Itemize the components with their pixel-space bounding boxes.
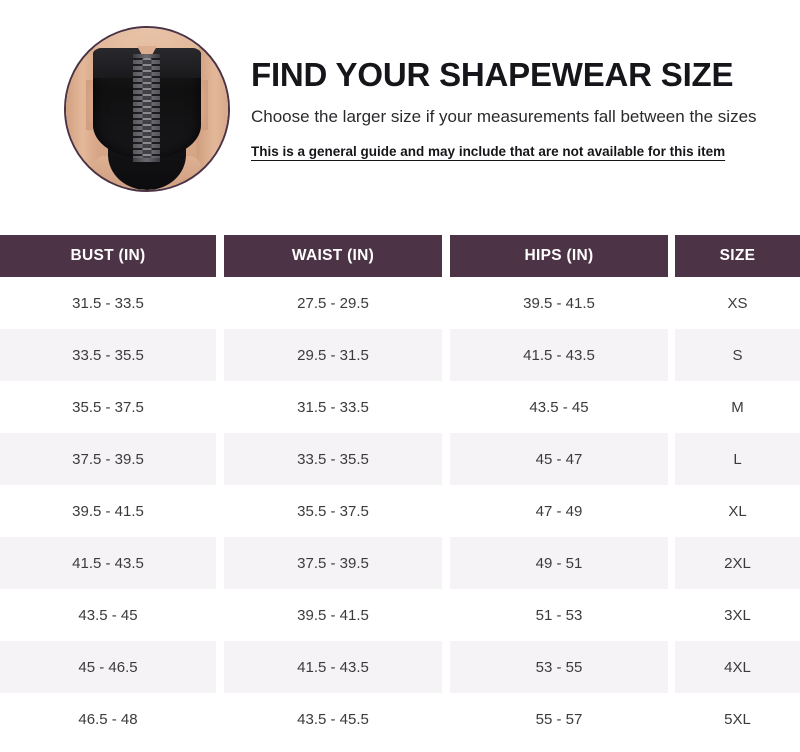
cell-hips: 51 - 53	[450, 589, 668, 641]
table-row[interactable]: 43.5 - 45 39.5 - 41.5 51 - 53 3XL	[0, 589, 800, 641]
cell-bust: 33.5 - 35.5	[0, 329, 216, 381]
hook-and-eye-closure-panel	[133, 54, 160, 162]
size-table: BUST (IN) WAIST (IN) HIPS (IN) SIZE 31.5…	[0, 235, 800, 745]
cell-waist: 35.5 - 37.5	[224, 485, 442, 537]
cell-hips: 39.5 - 41.5	[450, 277, 668, 329]
cell-hips: 43.5 - 45	[450, 381, 668, 433]
chart-header-section: FIND YOUR SHAPEWEAR SIZE Choose the larg…	[0, 0, 800, 228]
waist-trainer-shapewear-photo	[66, 28, 228, 190]
cell-size: XL	[675, 485, 800, 537]
cell-size: L	[675, 433, 800, 485]
cell-hips: 55 - 57	[450, 693, 668, 745]
cell-bust: 41.5 - 43.5	[0, 537, 216, 589]
column-header-bust: BUST (IN)	[0, 235, 216, 277]
cell-bust: 46.5 - 48	[0, 693, 216, 745]
cell-size: S	[675, 329, 800, 381]
general-guide-disclaimer: This is a general guide and may include …	[251, 143, 726, 159]
header-text-block: FIND YOUR SHAPEWEAR SIZE Choose the larg…	[251, 56, 771, 159]
table-row[interactable]: 41.5 - 43.5 37.5 - 39.5 49 - 51 2XL	[0, 537, 800, 589]
cell-size: 4XL	[675, 641, 800, 693]
table-body: 31.5 - 33.5 27.5 - 29.5 39.5 - 41.5 XS 3…	[0, 277, 800, 745]
table-row[interactable]: 35.5 - 37.5 31.5 - 33.5 43.5 - 45 M	[0, 381, 800, 433]
cell-waist: 41.5 - 43.5	[224, 641, 442, 693]
cell-size: 2XL	[675, 537, 800, 589]
cell-hips: 47 - 49	[450, 485, 668, 537]
cell-size: 3XL	[675, 589, 800, 641]
cell-waist: 43.5 - 45.5	[224, 693, 442, 745]
cell-bust: 35.5 - 37.5	[0, 381, 216, 433]
table-row[interactable]: 45 - 46.5 41.5 - 43.5 53 - 55 4XL	[0, 641, 800, 693]
cell-size: M	[675, 381, 800, 433]
cell-waist: 39.5 - 41.5	[224, 589, 442, 641]
table-row[interactable]: 33.5 - 35.5 29.5 - 31.5 41.5 - 43.5 S	[0, 329, 800, 381]
table-row[interactable]: 39.5 - 41.5 35.5 - 37.5 47 - 49 XL	[0, 485, 800, 537]
cell-bust: 45 - 46.5	[0, 641, 216, 693]
cell-waist: 31.5 - 33.5	[224, 381, 442, 433]
closure-hooks-icon	[133, 58, 160, 158]
table-header: BUST (IN) WAIST (IN) HIPS (IN) SIZE	[0, 235, 800, 277]
cell-waist: 33.5 - 35.5	[224, 433, 442, 485]
cell-bust: 43.5 - 45	[0, 589, 216, 641]
cell-waist: 37.5 - 39.5	[224, 537, 442, 589]
column-header-waist: WAIST (IN)	[224, 235, 442, 277]
cell-waist: 27.5 - 29.5	[224, 277, 442, 329]
product-image-frame	[64, 26, 230, 192]
cell-hips: 41.5 - 43.5	[450, 329, 668, 381]
cell-hips: 49 - 51	[450, 537, 668, 589]
column-header-hips: HIPS (IN)	[450, 235, 668, 277]
column-header-size: SIZE	[675, 235, 800, 277]
cell-size: 5XL	[675, 693, 800, 745]
cell-bust: 39.5 - 41.5	[0, 485, 216, 537]
table-row[interactable]: 46.5 - 48 43.5 - 45.5 55 - 57 5XL	[0, 693, 800, 745]
table-row[interactable]: 31.5 - 33.5 27.5 - 29.5 39.5 - 41.5 XS	[0, 277, 800, 329]
cell-hips: 45 - 47	[450, 433, 668, 485]
cell-waist: 29.5 - 31.5	[224, 329, 442, 381]
cell-bust: 37.5 - 39.5	[0, 433, 216, 485]
cell-bust: 31.5 - 33.5	[0, 277, 216, 329]
table-header-row: BUST (IN) WAIST (IN) HIPS (IN) SIZE	[0, 235, 800, 277]
cell-hips: 53 - 55	[450, 641, 668, 693]
page-title: FIND YOUR SHAPEWEAR SIZE	[251, 56, 734, 93]
table-row[interactable]: 37.5 - 39.5 33.5 - 35.5 45 - 47 L	[0, 433, 800, 485]
page-subtitle: Choose the larger size if your measureme…	[251, 106, 757, 126]
cell-size: XS	[675, 277, 800, 329]
